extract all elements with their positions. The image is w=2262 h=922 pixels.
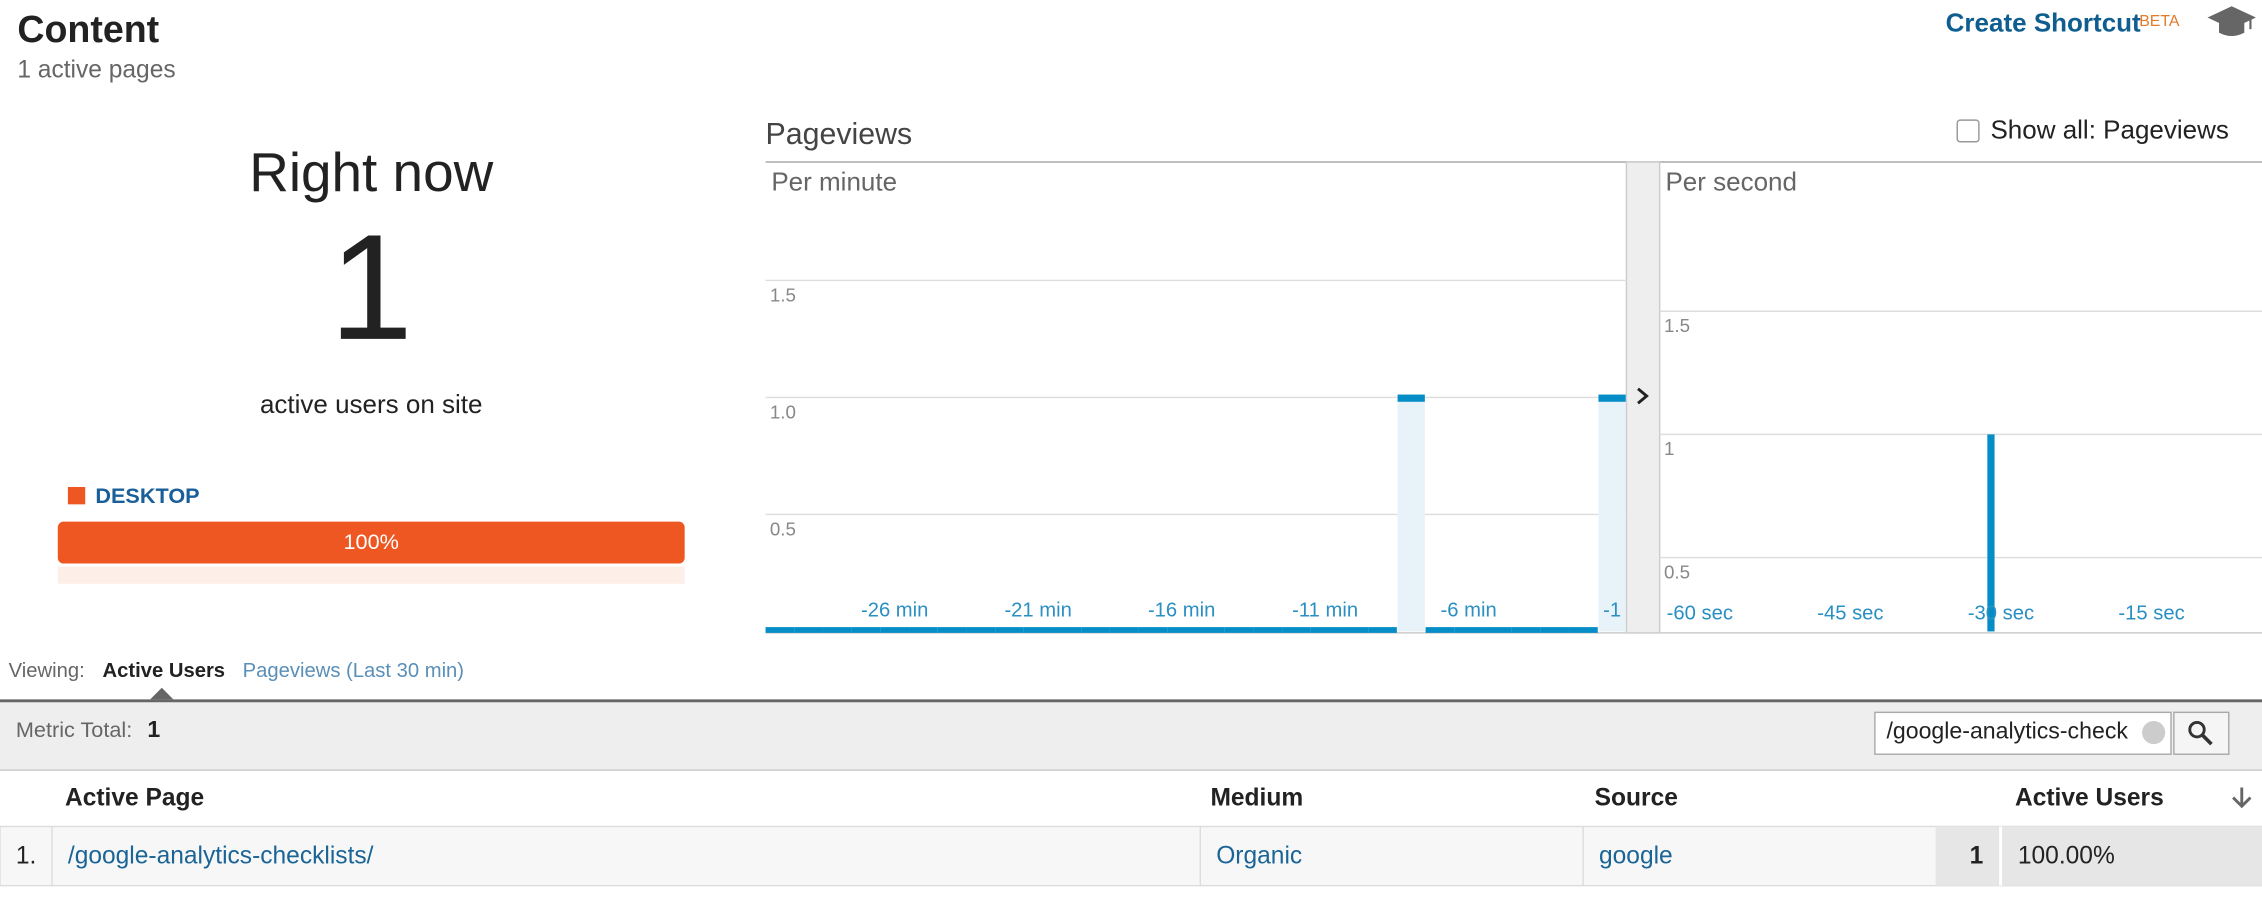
chart-section-title: Pageviews xyxy=(766,118,913,151)
active-users: 1 xyxy=(1970,842,1984,869)
y-tick-label: 0.5 xyxy=(1664,561,1690,582)
x-tick-label: -30 sec xyxy=(1968,602,2034,624)
bar xyxy=(1138,627,1168,633)
page-title: Content xyxy=(17,8,159,50)
bar xyxy=(937,627,967,633)
y-tick-label: 0.5 xyxy=(770,518,796,539)
search-icon xyxy=(2188,721,2206,739)
x-tick-label: -60 sec xyxy=(1667,602,1733,624)
x-tick-label: -26 min xyxy=(861,600,928,622)
academy-icon[interactable] xyxy=(2207,6,2256,36)
search-text[interactable]: /google-analytics-check xyxy=(1886,718,2128,744)
medium[interactable]: Organic xyxy=(1216,842,1302,869)
bar xyxy=(794,627,823,633)
bar xyxy=(1569,627,1598,633)
y-tick-label: 1 xyxy=(1664,438,1674,459)
bar xyxy=(1598,397,1626,632)
bar xyxy=(1167,627,1196,633)
column-header[interactable]: Medium xyxy=(1210,784,1303,811)
chart-title: Per minute xyxy=(771,167,897,197)
search-button[interactable] xyxy=(2173,711,2230,755)
bar xyxy=(822,627,852,633)
bar xyxy=(1482,627,1512,633)
bar xyxy=(1540,627,1570,633)
y-tick-label: 1.0 xyxy=(770,401,796,422)
column-header[interactable]: Source xyxy=(1595,784,1678,811)
x-tick-label: -11 min xyxy=(1292,600,1358,622)
bar xyxy=(966,627,996,633)
sorted-column xyxy=(1935,826,2262,886)
bar xyxy=(1425,627,1455,633)
show-all-checkbox[interactable] xyxy=(1956,119,1980,143)
bar xyxy=(1987,434,1995,632)
bar xyxy=(1397,397,1425,632)
bar-reflection xyxy=(57,566,685,584)
bar xyxy=(1081,627,1110,633)
viewing-tab-active[interactable]: Active Users xyxy=(103,660,226,682)
create-shortcut[interactable]: Create Shortcut xyxy=(1946,8,2141,38)
x-tick-label: -15 sec xyxy=(2118,602,2184,624)
bar xyxy=(1511,627,1541,633)
bar xyxy=(765,627,795,633)
device-share-bar xyxy=(57,521,685,564)
x-tick-label: -6 min xyxy=(1441,600,1497,622)
x-tick-label: -21 min xyxy=(1004,600,1071,622)
bar-cap xyxy=(1397,394,1425,402)
active-users-caption: active users on site xyxy=(260,389,483,419)
active-page[interactable]: /google-analytics-checklists/ xyxy=(68,842,374,869)
bar xyxy=(1310,627,1340,633)
bar xyxy=(1282,627,1311,633)
bar xyxy=(909,627,938,633)
device-label: DESKTOP xyxy=(95,483,199,508)
bar xyxy=(880,627,910,633)
bar xyxy=(995,627,1024,633)
table-row xyxy=(0,825,2262,887)
tab-pointer xyxy=(150,687,174,700)
bar xyxy=(1196,627,1225,633)
bar xyxy=(1109,627,1139,633)
right-now-title: Right now xyxy=(249,141,493,203)
active-users-share: 100.00% xyxy=(2018,842,2115,869)
x-tick-label: -1 xyxy=(1603,600,1621,622)
metric-label: Metric Total: xyxy=(16,717,132,742)
expand-arrow xyxy=(1637,387,1649,405)
bar xyxy=(1368,627,1397,633)
row-index: 1. xyxy=(16,842,36,869)
bar xyxy=(1023,627,1053,633)
legend-swatch xyxy=(67,487,86,505)
search-box[interactable] xyxy=(1874,711,2172,755)
bar xyxy=(851,627,881,633)
beta-badge: BETA xyxy=(2139,13,2180,30)
bar-cap xyxy=(1598,394,1626,402)
metric-total: 1 xyxy=(147,716,160,742)
bar xyxy=(1052,627,1082,633)
show-all-label[interactable]: Show all: Pageviews xyxy=(1990,115,2228,145)
device-share-label: 100% xyxy=(344,529,399,554)
y-tick-label: 1.5 xyxy=(1664,315,1690,336)
charts: Per minute 0.5 1.0 1.5 -26 min -21 min -16 min… xyxy=(765,167,2262,633)
column-header[interactable]: Active Page xyxy=(65,784,204,811)
viewing-label: Viewing: xyxy=(9,660,85,682)
x-tick-label: -16 min xyxy=(1148,600,1215,622)
clear-search[interactable] xyxy=(2142,721,2166,745)
active-users-count: 1 xyxy=(329,203,413,371)
search-icon-handle xyxy=(2201,734,2213,746)
chart-title: Per second xyxy=(1665,167,1797,197)
bar xyxy=(1339,627,1369,633)
page-subtitle: 1 active pages xyxy=(17,56,175,83)
bar xyxy=(1454,627,1483,633)
viewing-tab[interactable]: Pageviews (Last 30 min) xyxy=(243,660,464,682)
bar xyxy=(1253,627,1283,633)
sort-arrow xyxy=(2232,787,2252,809)
column-header[interactable]: Active Users xyxy=(2015,784,2164,811)
source[interactable]: google xyxy=(1599,842,1673,869)
x-tick-label: -45 sec xyxy=(1817,602,1883,624)
bar xyxy=(1224,627,1254,633)
y-tick-label: 1.5 xyxy=(770,284,796,305)
